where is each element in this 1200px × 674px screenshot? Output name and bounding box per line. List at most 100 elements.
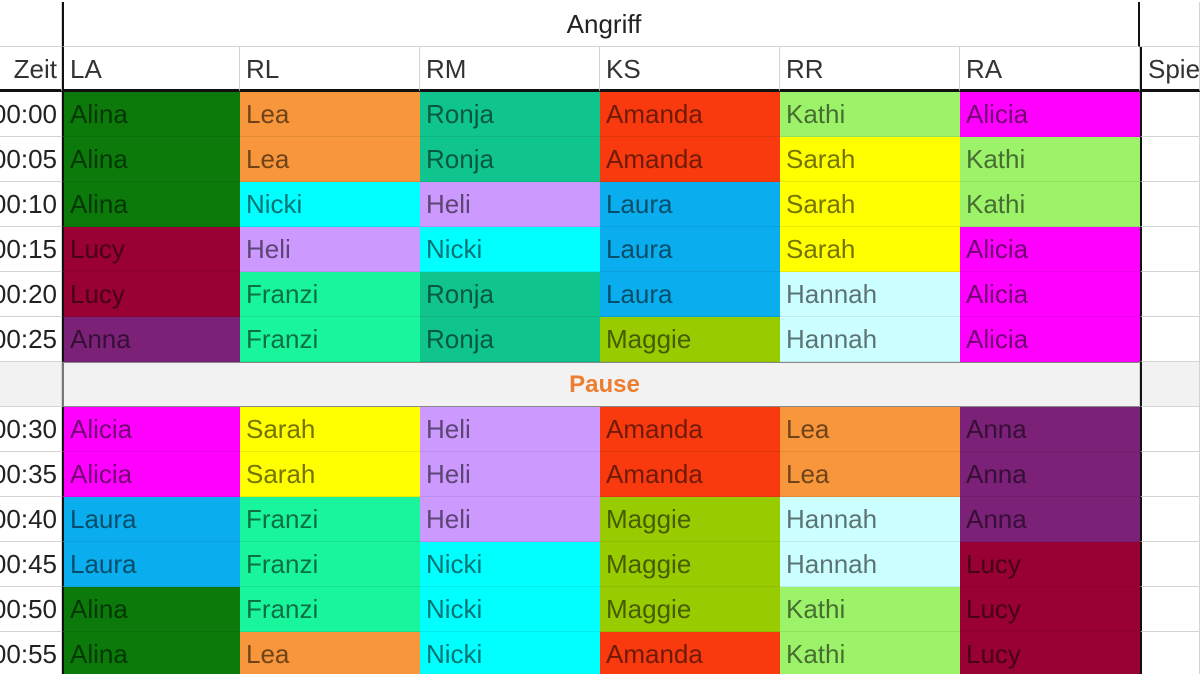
empty-cell[interactable] <box>1140 272 1200 317</box>
player-cell-rr[interactable]: Kathi <box>780 92 960 137</box>
player-cell-rm[interactable]: Heli <box>420 182 600 227</box>
empty-cell[interactable] <box>0 2 62 47</box>
column-header-la[interactable]: LA <box>62 47 240 92</box>
column-header-spie[interactable]: Spie <box>1140 47 1200 92</box>
player-cell-rm[interactable]: Nicki <box>420 587 600 632</box>
pause-row[interactable]: Pause <box>62 362 1140 407</box>
player-cell-rl[interactable]: Lea <box>240 92 420 137</box>
time-cell[interactable]: 00:20 <box>0 272 62 317</box>
player-cell-rm[interactable]: Nicki <box>420 542 600 587</box>
player-cell-la[interactable]: Alina <box>62 587 240 632</box>
player-cell-ks[interactable]: Maggie <box>600 317 780 362</box>
empty-cell[interactable] <box>1140 497 1200 542</box>
player-cell-ks[interactable]: Amanda <box>600 407 780 452</box>
player-cell-la[interactable]: Alicia <box>62 407 240 452</box>
player-cell-rr[interactable]: Hannah <box>780 272 960 317</box>
group-header-angriff[interactable]: Angriff <box>62 2 1140 47</box>
column-header-ks[interactable]: KS <box>600 47 780 92</box>
time-cell[interactable]: 00:15 <box>0 227 62 272</box>
player-cell-rr[interactable]: Lea <box>780 452 960 497</box>
player-cell-rm[interactable]: Heli <box>420 497 600 542</box>
player-cell-ks[interactable]: Laura <box>600 272 780 317</box>
empty-cell[interactable] <box>1140 362 1200 407</box>
time-cell[interactable]: 00:05 <box>0 137 62 182</box>
empty-cell[interactable] <box>1140 92 1200 137</box>
time-cell[interactable]: 00:25 <box>0 317 62 362</box>
time-cell[interactable]: 00:10 <box>0 182 62 227</box>
player-cell-rm[interactable]: Ronja <box>420 137 600 182</box>
player-cell-ks[interactable]: Laura <box>600 182 780 227</box>
player-cell-rr[interactable]: Kathi <box>780 632 960 674</box>
empty-cell[interactable] <box>1140 452 1200 497</box>
player-cell-la[interactable]: Alina <box>62 92 240 137</box>
player-cell-rm[interactable]: Heli <box>420 452 600 497</box>
player-cell-rl[interactable]: Franzi <box>240 542 420 587</box>
player-cell-ra[interactable]: Anna <box>960 452 1140 497</box>
player-cell-ra[interactable]: Alicia <box>960 92 1140 137</box>
player-cell-ra[interactable]: Anna <box>960 407 1140 452</box>
player-cell-ks[interactable]: Maggie <box>600 587 780 632</box>
player-cell-rm[interactable]: Ronja <box>420 92 600 137</box>
player-cell-rl[interactable]: Lea <box>240 632 420 674</box>
player-cell-rl[interactable]: Franzi <box>240 497 420 542</box>
time-cell[interactable]: 00:55 <box>0 632 62 674</box>
time-cell[interactable]: 00:00 <box>0 92 62 137</box>
player-cell-ks[interactable]: Amanda <box>600 452 780 497</box>
player-cell-rl[interactable]: Franzi <box>240 587 420 632</box>
player-cell-la[interactable]: Alina <box>62 182 240 227</box>
player-cell-la[interactable]: Anna <box>62 317 240 362</box>
player-cell-rl[interactable]: Sarah <box>240 407 420 452</box>
player-cell-rr[interactable]: Hannah <box>780 317 960 362</box>
player-cell-la[interactable]: Laura <box>62 542 240 587</box>
empty-cell[interactable] <box>1140 542 1200 587</box>
player-cell-rr[interactable]: Hannah <box>780 542 960 587</box>
player-cell-ra[interactable]: Anna <box>960 497 1140 542</box>
column-header-rm[interactable]: RM <box>420 47 600 92</box>
player-cell-ra[interactable]: Alicia <box>960 272 1140 317</box>
player-cell-rl[interactable]: Nicki <box>240 182 420 227</box>
player-cell-la[interactable]: Alina <box>62 137 240 182</box>
empty-cell[interactable] <box>1140 137 1200 182</box>
player-cell-rl[interactable]: Franzi <box>240 317 420 362</box>
player-cell-la[interactable]: Lucy <box>62 227 240 272</box>
player-cell-la[interactable]: Laura <box>62 497 240 542</box>
player-cell-rr[interactable]: Sarah <box>780 182 960 227</box>
empty-cell[interactable] <box>1140 2 1200 47</box>
time-cell[interactable]: 00:50 <box>0 587 62 632</box>
empty-cell[interactable] <box>0 362 62 407</box>
player-cell-rm[interactable]: Nicki <box>420 227 600 272</box>
column-header-rl[interactable]: RL <box>240 47 420 92</box>
player-cell-la[interactable]: Lucy <box>62 272 240 317</box>
empty-cell[interactable] <box>1140 317 1200 362</box>
player-cell-la[interactable]: Alina <box>62 632 240 674</box>
column-header-ra[interactable]: RA <box>960 47 1140 92</box>
player-cell-la[interactable]: Alicia <box>62 452 240 497</box>
empty-cell[interactable] <box>1140 632 1200 674</box>
player-cell-rm[interactable]: Ronja <box>420 317 600 362</box>
player-cell-ks[interactable]: Maggie <box>600 497 780 542</box>
player-cell-ks[interactable]: Amanda <box>600 632 780 674</box>
player-cell-ks[interactable]: Laura <box>600 227 780 272</box>
player-cell-rm[interactable]: Heli <box>420 407 600 452</box>
player-cell-ra[interactable]: Lucy <box>960 632 1140 674</box>
player-cell-ra[interactable]: Lucy <box>960 542 1140 587</box>
time-cell[interactable]: 00:40 <box>0 497 62 542</box>
time-cell[interactable]: 00:35 <box>0 452 62 497</box>
time-cell[interactable]: 00:30 <box>0 407 62 452</box>
player-cell-ks[interactable]: Amanda <box>600 92 780 137</box>
player-cell-rr[interactable]: Lea <box>780 407 960 452</box>
empty-cell[interactable] <box>1140 407 1200 452</box>
player-cell-rr[interactable]: Sarah <box>780 227 960 272</box>
player-cell-ra[interactable]: Kathi <box>960 182 1140 227</box>
column-header-rr[interactable]: RR <box>780 47 960 92</box>
player-cell-rr[interactable]: Kathi <box>780 587 960 632</box>
time-column-header[interactable]: Zeit <box>0 47 62 92</box>
player-cell-rm[interactable]: Ronja <box>420 272 600 317</box>
player-cell-rr[interactable]: Sarah <box>780 137 960 182</box>
empty-cell[interactable] <box>1140 182 1200 227</box>
player-cell-ra[interactable]: Alicia <box>960 317 1140 362</box>
player-cell-ks[interactable]: Maggie <box>600 542 780 587</box>
time-cell[interactable]: 00:45 <box>0 542 62 587</box>
player-cell-rl[interactable]: Franzi <box>240 272 420 317</box>
player-cell-ks[interactable]: Amanda <box>600 137 780 182</box>
